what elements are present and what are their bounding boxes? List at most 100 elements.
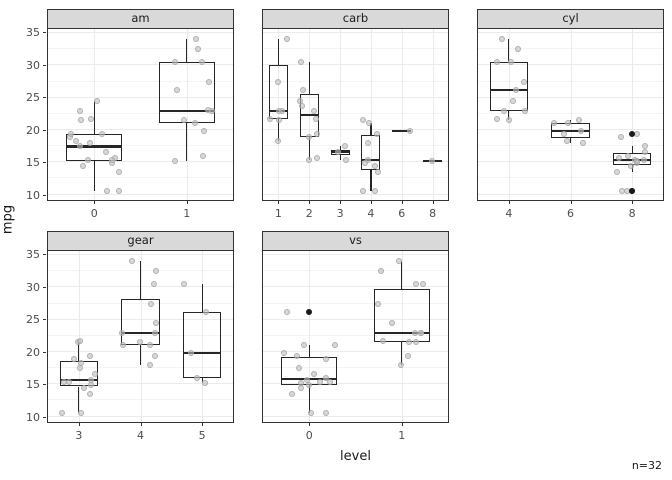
- facet-plot-area-am: [47, 29, 234, 201]
- boxplot-whisker-upper: [508, 39, 510, 62]
- jitter-point: [493, 116, 500, 123]
- gridline-major-horizontal: [263, 318, 448, 320]
- x-tick-mark: [340, 201, 342, 204]
- facet-panel-carb: carb: [262, 9, 449, 201]
- facet-strip-carb: carb: [262, 9, 449, 29]
- boxplot-median-line: [158, 109, 215, 113]
- gridline-minor-horizontal: [48, 145, 233, 147]
- jitter-point: [398, 362, 405, 369]
- jitter-point: [521, 78, 528, 85]
- jitter-point: [73, 138, 80, 145]
- x-tick-mark: [401, 423, 403, 426]
- jitter-point: [85, 156, 92, 163]
- jitter-point: [640, 156, 647, 163]
- gridline-minor-horizontal: [48, 80, 233, 82]
- facet-strip-am: am: [47, 9, 234, 29]
- jitter-point: [342, 156, 349, 163]
- jitter-point: [128, 258, 135, 265]
- x-tick-label: 1: [183, 207, 191, 220]
- jitter-point: [93, 97, 100, 104]
- gridline-major-horizontal: [263, 415, 448, 417]
- jitter-point: [147, 362, 154, 369]
- gridline-major-vertical: [278, 29, 280, 200]
- jitter-point: [77, 338, 84, 345]
- gridline-major-vertical: [432, 29, 434, 200]
- jitter-point: [615, 155, 622, 162]
- gridline-major-vertical: [78, 251, 80, 422]
- boxplot-whisker-upper: [370, 122, 372, 135]
- outlier-point: [629, 131, 636, 138]
- jitter-point: [151, 353, 158, 360]
- boxplot-whisker-lower: [308, 137, 310, 160]
- jitter-point: [371, 162, 378, 169]
- x-tick-label: 3: [75, 429, 83, 442]
- jitter-point: [576, 116, 583, 123]
- x-tick-label: 0: [90, 207, 98, 220]
- x-tick-label: 8: [628, 207, 636, 220]
- jitter-point: [303, 377, 310, 384]
- facet-plot-area-vs: [262, 251, 449, 423]
- jitter-point: [413, 280, 420, 287]
- jitter-point: [365, 156, 371, 163]
- facet-panel-cyl: cyl: [477, 9, 664, 201]
- jitter-point: [296, 365, 303, 372]
- jitter-point: [374, 300, 381, 307]
- jitter-point: [71, 356, 78, 363]
- jitter-point: [86, 391, 93, 398]
- jitter-point: [283, 309, 290, 316]
- gridline-minor-horizontal: [263, 302, 448, 304]
- x-tick-label: 6: [398, 207, 406, 220]
- jitter-point: [389, 319, 396, 326]
- jitter-point: [201, 127, 208, 134]
- jitter-point: [550, 119, 557, 126]
- jitter-point: [61, 378, 68, 385]
- boxplot-whisker-upper: [308, 61, 310, 94]
- jitter-point: [194, 375, 201, 382]
- boxplot-whisker-upper: [186, 39, 188, 62]
- jitter-point: [371, 187, 378, 194]
- jitter-point: [619, 187, 626, 194]
- y-tick-label: 35: [26, 26, 40, 40]
- jitter-point: [306, 134, 313, 141]
- gridline-major-horizontal: [48, 32, 233, 34]
- jitter-point: [310, 107, 317, 114]
- facet-panel-vs: vs: [262, 231, 449, 423]
- boxplot-whisker-lower: [277, 119, 279, 142]
- boxplot-whisker-lower: [401, 341, 403, 366]
- jitter-point: [578, 127, 585, 134]
- gridline-minor-horizontal: [263, 399, 448, 401]
- gridline-major-horizontal: [263, 161, 448, 163]
- jitter-point: [411, 329, 418, 336]
- jitter-point: [193, 36, 200, 43]
- jitter-point: [373, 131, 380, 138]
- gridline-minor-horizontal: [263, 112, 448, 114]
- jitter-point: [58, 409, 65, 416]
- x-tick-mark: [309, 201, 311, 204]
- jitter-point: [420, 280, 427, 287]
- jitter-point: [305, 382, 312, 389]
- jitter-point: [505, 116, 512, 123]
- jitter-point: [81, 384, 88, 391]
- x-tick-label: 5: [198, 429, 206, 442]
- outlier-point: [629, 187, 636, 194]
- jitter-point: [499, 36, 506, 43]
- boxplot-whisker-lower: [570, 137, 572, 144]
- x-tick-label: 3: [336, 207, 344, 220]
- jitter-point: [80, 162, 87, 169]
- jitter-point: [147, 341, 154, 348]
- gridline-minor-horizontal: [263, 145, 448, 147]
- jitter-point: [317, 378, 324, 385]
- jitter-point: [153, 268, 160, 274]
- jitter-point: [323, 375, 329, 382]
- y-tick-label: 10: [26, 410, 40, 424]
- jitter-point: [326, 378, 333, 385]
- boxplot-whisker-lower: [78, 386, 80, 413]
- gridline-major-horizontal: [48, 64, 233, 66]
- y-tick-label: 20: [26, 345, 40, 359]
- jitter-point: [493, 58, 500, 65]
- boxplot-box: [373, 288, 430, 342]
- jitter-point: [404, 353, 411, 360]
- jitter-point: [323, 356, 330, 363]
- y-tick-label: 15: [26, 156, 40, 170]
- jitter-point: [266, 116, 273, 123]
